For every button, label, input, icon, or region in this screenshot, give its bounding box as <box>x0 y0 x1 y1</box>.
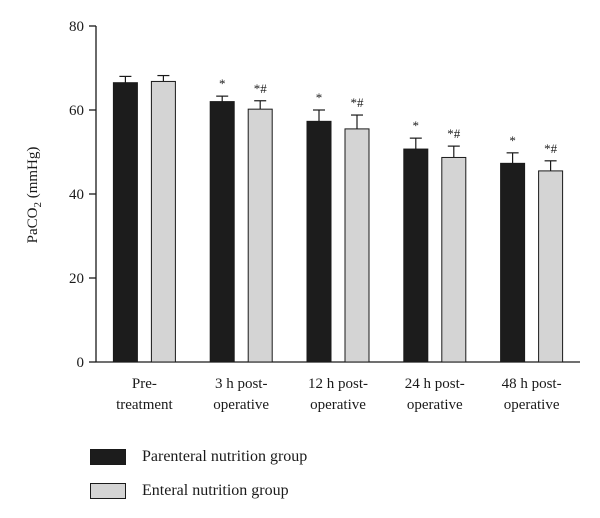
bar-enteral <box>150 80 176 363</box>
bar-parenteral <box>112 82 138 363</box>
y-tick-label: 0 <box>77 355 85 371</box>
legend-label-parenteral: Parenteral nutrition group <box>142 448 308 465</box>
bar-parenteral <box>500 162 526 363</box>
bar-parenteral <box>209 101 235 363</box>
x-tick-label: 24 h post-operative <box>405 376 465 413</box>
bar-enteral <box>441 156 467 363</box>
bar-parenteral <box>403 148 429 363</box>
significance-label: *# <box>544 141 558 156</box>
significance-label: *# <box>351 95 365 110</box>
y-tick-label: 60 <box>69 103 84 119</box>
bar-enteral <box>538 170 564 363</box>
legend-item-parenteral: Parenteral nutrition group <box>90 440 307 474</box>
y-axis-title-subscript: 2 <box>32 202 44 208</box>
significance-label: * <box>509 133 516 148</box>
x-tick-label: Pre-treatment <box>116 376 173 413</box>
y-tick-label: 20 <box>69 271 84 287</box>
legend-label-enteral: Enteral nutrition group <box>142 482 289 499</box>
bar-enteral <box>247 108 273 363</box>
legend: Parenteral nutrition group Enteral nutri… <box>90 440 307 508</box>
significance-label: * <box>219 76 226 91</box>
y-axis-title-unit: (mmHg) <box>25 147 41 202</box>
x-axis: Pre-treatment 3 h post-operative 12 h post… <box>96 361 580 413</box>
y-axis-title-main: PaCO <box>25 207 41 243</box>
y-tick-label: 80 <box>69 19 84 35</box>
bar-parenteral <box>306 120 332 363</box>
legend-item-enteral: Enteral nutrition group <box>90 474 307 508</box>
legend-swatch-parenteral <box>90 449 126 465</box>
significance-label: * <box>413 118 420 133</box>
y-axis: 0 20 40 60 80 <box>69 19 97 371</box>
bar-chart: 0 20 40 60 80 Pre-treatment 3 h post-operativ… <box>25 19 580 413</box>
legend-swatch-enteral <box>90 483 126 499</box>
significance-label: *# <box>447 126 461 141</box>
bar-enteral <box>344 128 370 363</box>
y-axis-title: PaCO2 (mmHg) <box>25 147 44 244</box>
x-tick-label: 12 h post-operative <box>308 376 368 413</box>
significance-label: * <box>316 90 323 105</box>
significance-label: *# <box>254 81 268 96</box>
y-tick-label: 40 <box>69 187 84 203</box>
bars: * *# * *# * *# * *# <box>112 74 564 363</box>
x-tick-label: 3 h post-operative <box>213 376 269 413</box>
x-tick-label: 48 h post-operative <box>502 376 562 413</box>
